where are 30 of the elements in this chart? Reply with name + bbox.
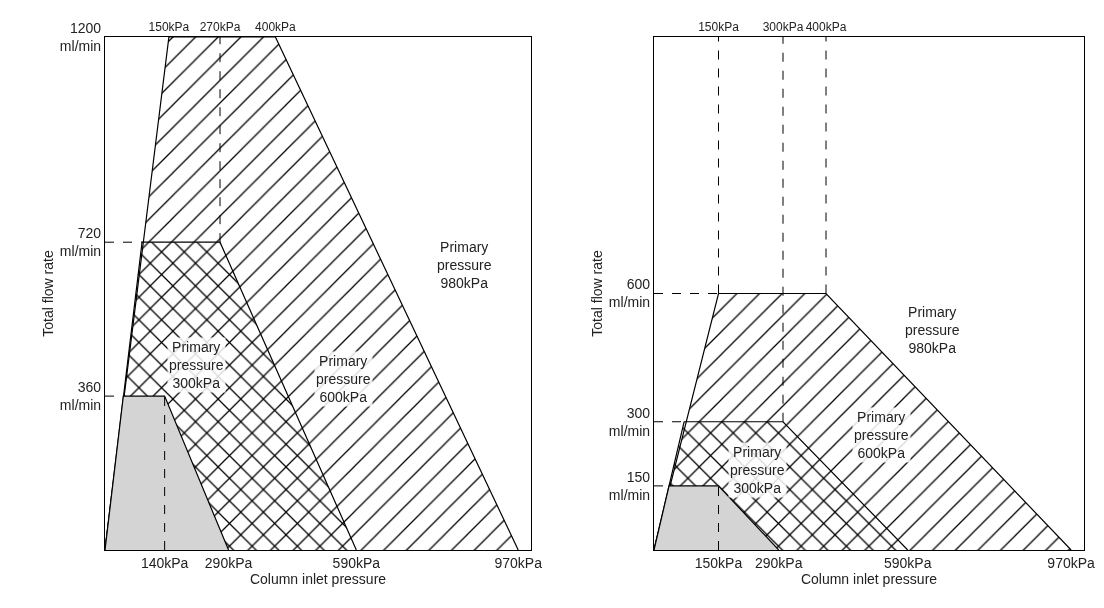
x-axis-title: Column inlet pressure xyxy=(249,571,387,588)
x-tick-label: 290kPa xyxy=(204,554,253,571)
x2-tick-label: 150kPa xyxy=(698,20,740,35)
x2-tick-label: 400kPa xyxy=(805,20,847,35)
y-axis-title: Total flow rate xyxy=(589,250,606,337)
x2-tick-label: 150kPa xyxy=(148,20,190,35)
x-tick-label: 590kPa xyxy=(332,554,381,571)
annotation: Primary pressure 600kPa xyxy=(316,353,371,406)
y-tick-label: 150 ml/min xyxy=(608,468,651,503)
x-tick-label: 140kPa xyxy=(140,554,189,571)
y-tick-label: 300 ml/min xyxy=(608,404,651,439)
x-tick-label: 970kPa xyxy=(494,554,543,571)
x-tick-label: 150kPa xyxy=(694,554,743,571)
annotation: Primary pressure 980kPa xyxy=(905,304,960,357)
y-tick-label: 720 ml/min xyxy=(59,225,102,260)
y-tick-label: 360 ml/min xyxy=(59,378,102,414)
x2-tick-label: 400kPa xyxy=(255,20,297,35)
x-tick-label: 590kPa xyxy=(883,554,932,571)
annotation: Primary pressure 980kPa xyxy=(437,239,492,292)
y-tick-label: 1200 ml/min xyxy=(59,19,102,54)
x-tick-label: 290kPa xyxy=(754,554,803,571)
x-tick-label: 970kPa xyxy=(1047,554,1096,571)
y-axis-title: Total flow rate xyxy=(40,250,57,337)
annotation: Primary pressure 300kPa xyxy=(169,339,224,392)
annotation: Primary pressure 600kPa xyxy=(854,409,909,462)
x-axis-title: Column inlet pressure xyxy=(800,571,938,588)
x2-tick-label: 300kPa xyxy=(762,20,804,35)
x2-tick-label: 270kPa xyxy=(199,20,241,35)
y-tick-label: 600 ml/min xyxy=(608,276,651,311)
annotation: Primary pressure 300kPa xyxy=(730,444,785,497)
